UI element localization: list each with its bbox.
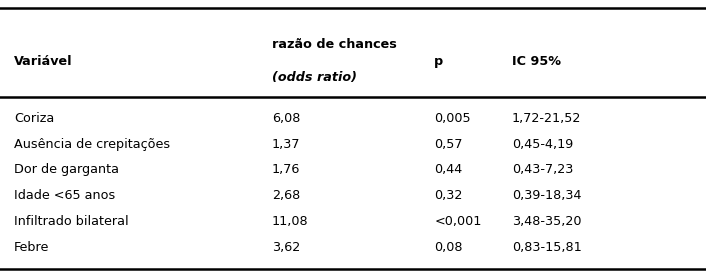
- Text: 11,08: 11,08: [272, 215, 309, 228]
- Text: Idade <65 anos: Idade <65 anos: [14, 189, 115, 202]
- Text: Infiltrado bilateral: Infiltrado bilateral: [14, 215, 128, 228]
- Text: 2,68: 2,68: [272, 189, 300, 202]
- Text: IC 95%: IC 95%: [512, 55, 561, 68]
- Text: Coriza: Coriza: [14, 112, 54, 125]
- Text: 0,08: 0,08: [434, 241, 462, 254]
- Text: 1,76: 1,76: [272, 163, 300, 177]
- Text: Ausência de crepitações: Ausência de crepitações: [14, 138, 170, 151]
- Text: <0,001: <0,001: [434, 215, 481, 228]
- Text: 0,44: 0,44: [434, 163, 462, 177]
- Text: 3,48-35,20: 3,48-35,20: [512, 215, 581, 228]
- Text: 3,62: 3,62: [272, 241, 300, 254]
- Text: p: p: [434, 55, 443, 68]
- Text: 0,005: 0,005: [434, 112, 471, 125]
- Text: Febre: Febre: [14, 241, 49, 254]
- Text: razão de chances: razão de chances: [272, 38, 397, 51]
- Text: 0,32: 0,32: [434, 189, 462, 202]
- Text: (odds ratio): (odds ratio): [272, 71, 357, 84]
- Text: 0,45-4,19: 0,45-4,19: [512, 138, 573, 151]
- Text: Dor de garganta: Dor de garganta: [14, 163, 119, 177]
- Text: 0,39-18,34: 0,39-18,34: [512, 189, 581, 202]
- Text: Variável: Variável: [14, 55, 73, 68]
- Text: 0,83-15,81: 0,83-15,81: [512, 241, 582, 254]
- Text: 0,43-7,23: 0,43-7,23: [512, 163, 573, 177]
- Text: 0,57: 0,57: [434, 138, 462, 151]
- Text: 1,37: 1,37: [272, 138, 300, 151]
- Text: 1,72-21,52: 1,72-21,52: [512, 112, 581, 125]
- Text: 6,08: 6,08: [272, 112, 300, 125]
